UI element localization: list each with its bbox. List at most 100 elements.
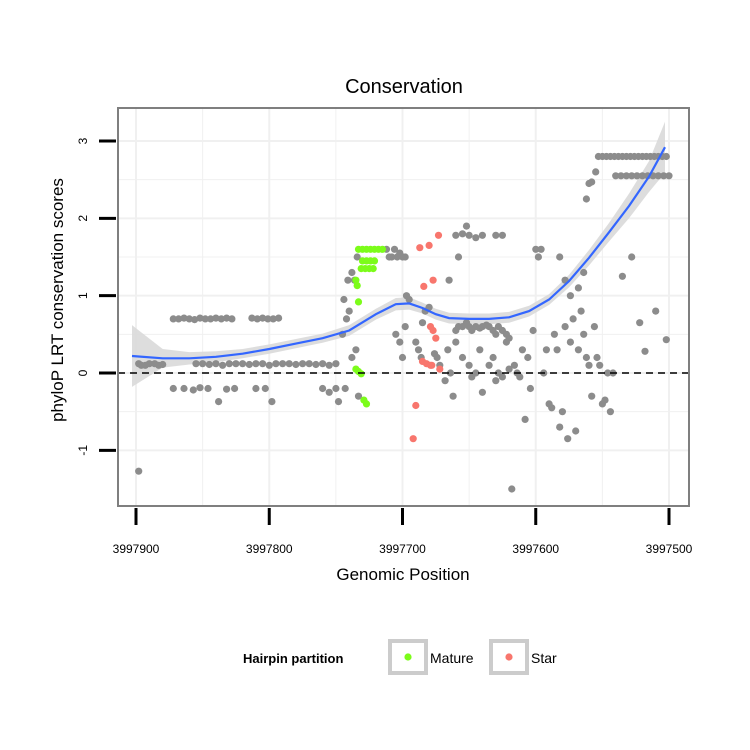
legend-label-star: Star (531, 650, 557, 666)
point-star (428, 361, 436, 369)
point-other (433, 353, 441, 362)
point-other (185, 315, 193, 323)
point-other (135, 467, 143, 475)
point-other (458, 353, 467, 362)
point-other (215, 398, 223, 406)
point-other (458, 230, 467, 238)
smooth-trend-line (118, 146, 689, 374)
point-other (180, 314, 188, 322)
point-other (352, 346, 360, 354)
point-other (169, 315, 177, 323)
point-other (478, 231, 486, 239)
smooth-band-area (132, 121, 665, 387)
point-other (441, 377, 449, 385)
point-other (593, 353, 601, 362)
point-other (498, 231, 506, 239)
point-other (388, 253, 396, 261)
point-other (401, 253, 409, 261)
point-other (340, 295, 348, 304)
y-tick-label: 3 (76, 137, 90, 144)
point-other (332, 384, 340, 393)
point-other (638, 172, 647, 180)
point-other (622, 172, 631, 180)
smooth-line-path (131, 146, 666, 360)
point-other (601, 396, 609, 404)
point-other (444, 346, 452, 354)
point-other (279, 360, 287, 368)
point-mature (378, 245, 387, 253)
point-other (223, 314, 231, 322)
point-other (180, 384, 188, 393)
point-other (660, 172, 668, 180)
point-other (636, 319, 644, 327)
point-other (204, 384, 212, 393)
point-other (191, 316, 199, 324)
x-tick-label: 3997600 (512, 542, 559, 556)
point-other (526, 384, 535, 393)
point-other (252, 384, 260, 393)
point-other (561, 323, 569, 331)
point-other (618, 272, 627, 280)
point-other (558, 408, 567, 416)
series-star (409, 231, 444, 443)
point-star (429, 326, 437, 335)
point-other (196, 314, 204, 322)
point-other (332, 360, 340, 368)
point-other (253, 315, 261, 323)
point-other (325, 388, 333, 396)
legend-item-mature: Mature (388, 639, 474, 675)
point-mature (354, 298, 363, 306)
point-star (420, 282, 428, 290)
point-other (217, 315, 225, 323)
point-other (582, 353, 591, 362)
legend-title: Hairpin partition (243, 651, 343, 666)
point-other (518, 346, 527, 354)
point-other (505, 365, 513, 373)
point-other (472, 234, 480, 242)
point-other (564, 435, 572, 443)
point-other (269, 315, 277, 323)
point-other (532, 245, 540, 253)
point-other (248, 314, 256, 322)
point-mature (370, 257, 379, 265)
plot-frame (117, 107, 690, 507)
point-mature (353, 282, 361, 290)
point-other (498, 373, 506, 381)
point-other (588, 392, 596, 400)
point-other (628, 253, 636, 261)
point-other (405, 295, 413, 304)
point-star (409, 435, 417, 443)
point-other (556, 253, 564, 261)
point-other (418, 319, 427, 327)
point-other (398, 353, 407, 362)
point-other (264, 315, 272, 323)
point-other (292, 360, 300, 369)
point-other (510, 361, 518, 369)
point-star (425, 241, 433, 249)
point-other (521, 415, 529, 423)
point-other (414, 346, 423, 354)
point-other (465, 361, 473, 369)
point-other (225, 360, 233, 368)
point-other (449, 392, 457, 400)
point-other (223, 385, 231, 393)
point-other (572, 427, 580, 435)
x-axis-title: Genomic Position (336, 565, 469, 584)
point-other (577, 307, 585, 315)
point-other (319, 360, 327, 368)
point-other (212, 360, 220, 368)
point-other (529, 326, 537, 335)
legend-dot-mature (404, 653, 412, 661)
point-other (542, 346, 551, 354)
point-mature (357, 370, 365, 378)
point-other (239, 360, 247, 368)
point-other (228, 315, 236, 323)
chart-title: Conservation (345, 76, 463, 98)
point-other (550, 330, 559, 338)
point-other (319, 384, 327, 393)
point-other (492, 330, 500, 338)
point-other (205, 360, 213, 369)
x-tick-label: 3997900 (113, 542, 160, 556)
point-other (606, 408, 615, 416)
point-other (145, 360, 153, 368)
